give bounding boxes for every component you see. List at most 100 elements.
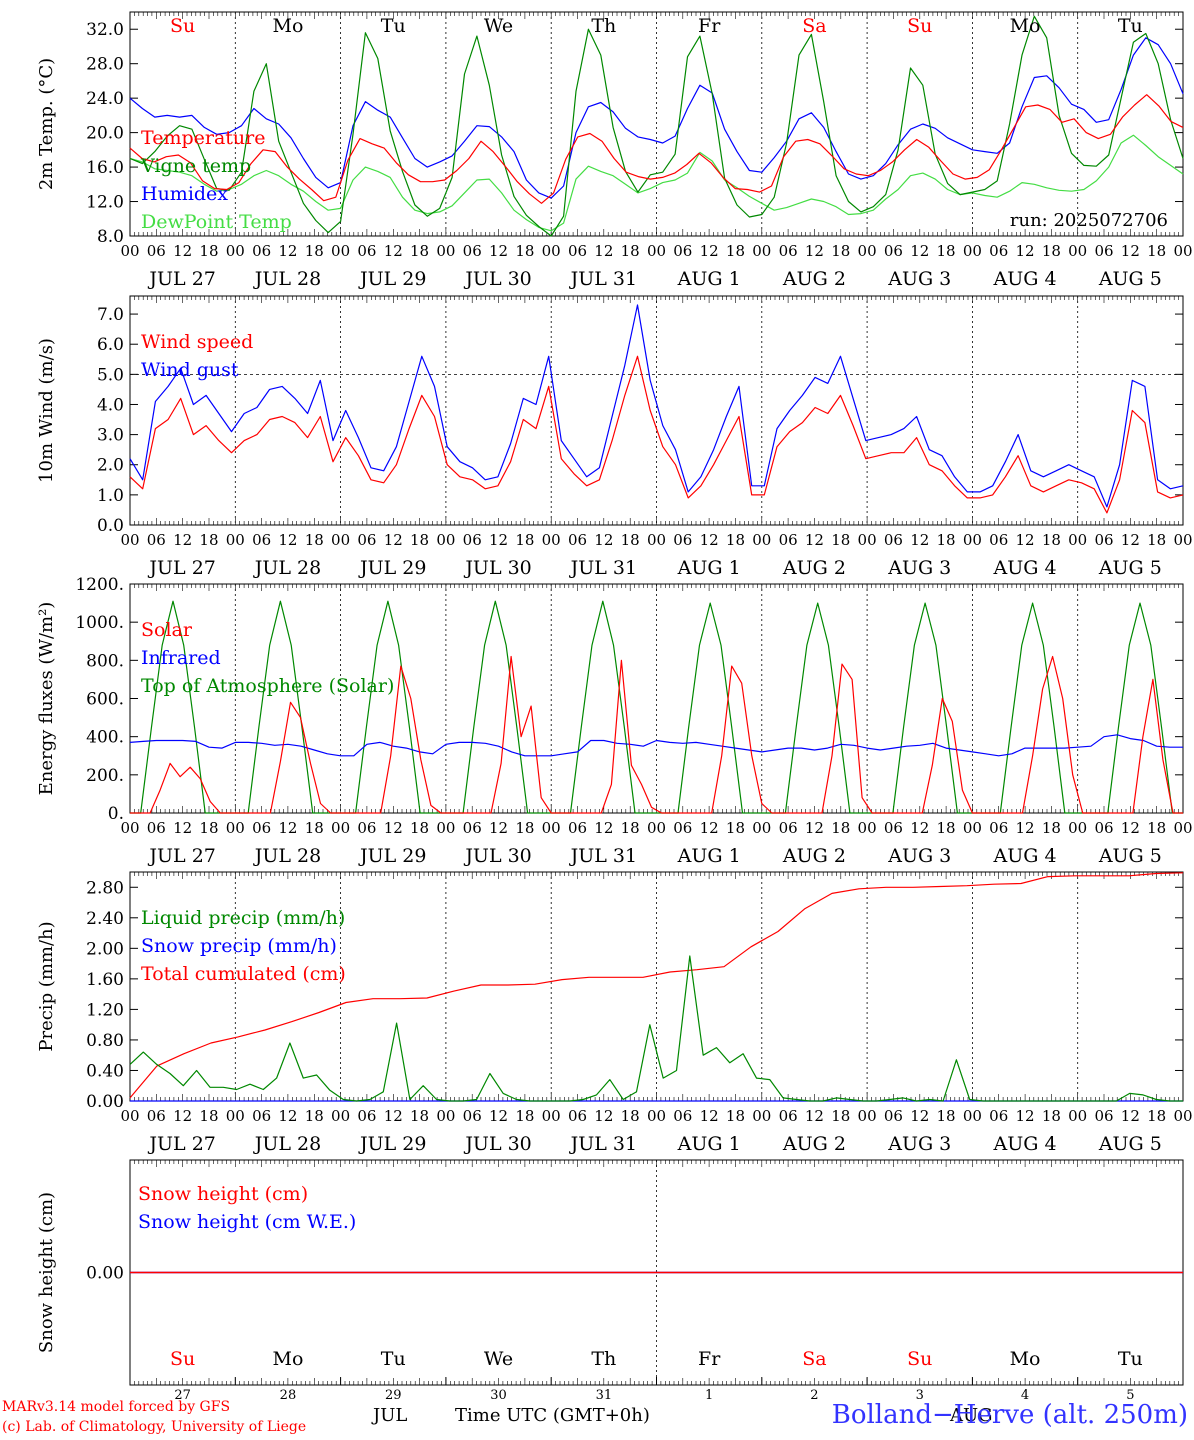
hour-label: 18 <box>1147 531 1166 549</box>
hour-label: 12 <box>173 531 192 549</box>
weekday-label: Mo <box>272 15 303 37</box>
hour-label: 18 <box>1042 819 1061 837</box>
legend-entry-3: Humidex <box>141 183 228 205</box>
hour-ticks <box>129 12 1184 236</box>
hour-label: 18 <box>621 242 640 260</box>
hour-label: 18 <box>1147 1107 1166 1125</box>
y-tick-label: 0. <box>108 804 124 824</box>
legend-entry-1: Solar <box>141 619 193 641</box>
hour-label: 00 <box>963 242 982 260</box>
day-number: 29 <box>385 1388 402 1403</box>
date-label: JUL 27 <box>147 268 215 290</box>
weekday-label: Su <box>170 15 195 37</box>
y-tick-label: 1200. <box>75 575 124 595</box>
panel-1: 8.0 12.0 16.0 20.0 24.0 28.0 32.0 2m Temp. (°C)… <box>36 11 1193 290</box>
weekday-label: Fr <box>698 15 721 37</box>
hour-label: 18 <box>621 819 640 837</box>
hour-label: 00 <box>436 531 455 549</box>
hour-label: 00 <box>963 1107 982 1125</box>
y-tick-label: 2.80 <box>86 878 124 898</box>
hour-label: 06 <box>568 242 587 260</box>
hour-label: 00 <box>120 531 139 549</box>
hour-label: 12 <box>700 819 719 837</box>
hour-label: 00 <box>120 1107 139 1125</box>
hour-label: 12 <box>489 531 508 549</box>
hour-label: 06 <box>884 1107 903 1125</box>
hour-label: 18 <box>410 531 429 549</box>
legend-entry-4: DewPoint Temp <box>141 211 292 233</box>
hour-label: 06 <box>673 819 692 837</box>
hour-label: 00 <box>226 242 245 260</box>
date-label: JUL 30 <box>463 557 531 579</box>
series-line-3 <box>129 872 1184 1099</box>
y-tick-label: 200. <box>86 766 124 786</box>
hour-label: 12 <box>1016 1107 1035 1125</box>
hour-label: 00 <box>331 819 350 837</box>
hour-label: 00 <box>647 242 666 260</box>
run-label: run: 2025072706 <box>1010 210 1168 231</box>
hour-label: 18 <box>937 819 956 837</box>
hour-label: 12 <box>1016 819 1035 837</box>
hour-label: 00 <box>1068 531 1087 549</box>
hour-label: 06 <box>989 1107 1008 1125</box>
hour-label: 18 <box>199 819 218 837</box>
hour-ticks <box>129 296 1184 525</box>
hour-label: 12 <box>384 531 403 549</box>
date-label: JUL 29 <box>358 557 426 579</box>
hour-label: 12 <box>384 819 403 837</box>
hour-label: 06 <box>568 819 587 837</box>
hour-label: 12 <box>910 242 929 260</box>
hour-label: 00 <box>752 242 771 260</box>
weekday-label: Tu <box>381 1348 406 1370</box>
date-label: AUG 3 <box>887 268 951 290</box>
weekday-label: Mo <box>1010 1348 1041 1370</box>
hour-label: 00 <box>1173 531 1192 549</box>
y-tick-label: 6.0 <box>97 335 124 355</box>
hour-label: 18 <box>305 242 324 260</box>
date-label: AUG 5 <box>1098 268 1162 290</box>
day-number: 5 <box>1126 1388 1134 1403</box>
series-line-2 <box>129 15 1184 237</box>
weekday-label: Fr <box>698 1348 721 1370</box>
hour-label: 00 <box>752 1107 771 1125</box>
hour-label: 18 <box>621 531 640 549</box>
hour-label: 18 <box>726 242 745 260</box>
hour-label: 12 <box>173 1107 192 1125</box>
hour-label: 00 <box>1068 1107 1087 1125</box>
panel-5: 0.00 Snow height (cm) Snow height (cm) Snow… <box>36 1159 1184 1403</box>
hour-label: 00 <box>226 1107 245 1125</box>
hour-label: 06 <box>884 819 903 837</box>
weekday-label: Tu <box>1118 15 1143 37</box>
hour-label: 18 <box>410 1107 429 1125</box>
hour-label: 06 <box>779 531 798 549</box>
day-number: 3 <box>916 1388 924 1403</box>
hour-label: 12 <box>173 242 192 260</box>
hour-label: 18 <box>305 1107 324 1125</box>
hour-label: 06 <box>673 1107 692 1125</box>
date-label: AUG 4 <box>993 557 1057 579</box>
y-axis-title: Energy fluxes (W/m²) <box>36 602 57 796</box>
y-tick-label: 800. <box>86 651 124 671</box>
hour-label: 06 <box>673 242 692 260</box>
hour-label: 12 <box>910 1107 929 1125</box>
hour-label: 00 <box>1173 242 1192 260</box>
y-axis-title: Snow height (cm) <box>36 1192 57 1353</box>
hour-label: 18 <box>410 242 429 260</box>
hour-label: 06 <box>884 531 903 549</box>
legend-entry-2: Snow height (cm W.E.) <box>138 1211 356 1233</box>
legend-entry-1: Wind speed <box>141 331 253 353</box>
y-tick-label: 5.0 <box>97 365 124 385</box>
hour-label: 12 <box>910 531 929 549</box>
hour-label: 00 <box>1068 819 1087 837</box>
panel-3: 0. 200. 400. 600. 800. 1000. 1200. Energy fluxe… <box>36 575 1193 867</box>
hour-label: 18 <box>937 1107 956 1125</box>
y-tick-label: 1.20 <box>86 1000 124 1020</box>
hour-ticks <box>129 584 1184 813</box>
date-label: AUG 4 <box>993 268 1057 290</box>
hour-label: 06 <box>147 531 166 549</box>
date-label: JUL 29 <box>358 845 426 867</box>
hour-label: 18 <box>937 531 956 549</box>
legend-entry-2: Snow precip (mm/h) <box>141 935 337 957</box>
weekday-label: Th <box>591 15 616 37</box>
hour-label: 18 <box>726 819 745 837</box>
